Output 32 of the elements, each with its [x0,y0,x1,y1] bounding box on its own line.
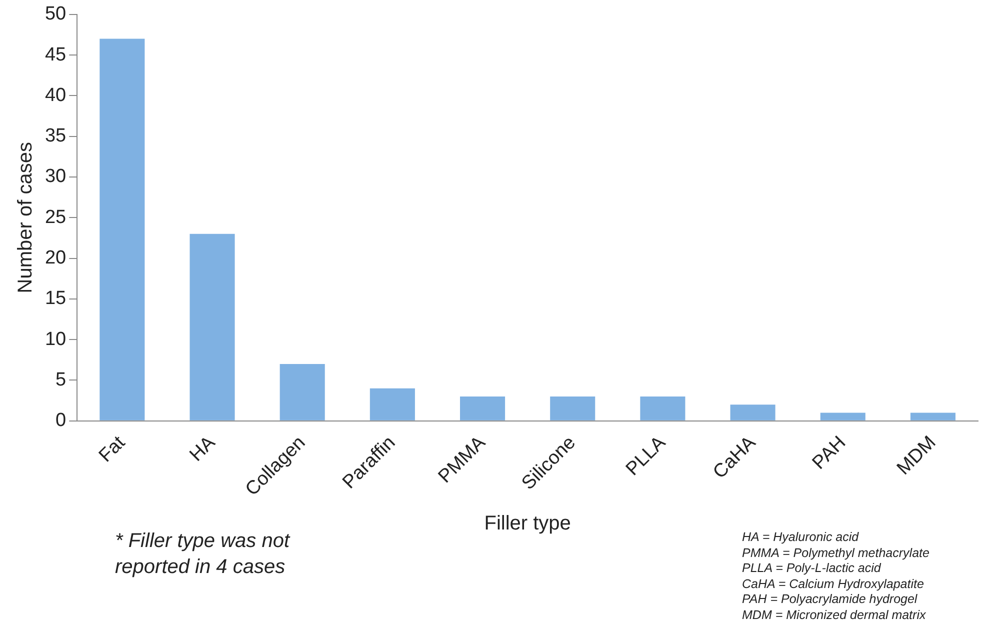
text: CaHA = Calcium Hydroxylapatite [742,576,925,592]
x-tick-label: Fat [95,432,130,467]
bar [460,396,506,420]
bar [910,412,956,420]
y-tick-label: 5 [56,369,66,390]
bar [280,364,325,420]
x-tick-label: HA [186,432,220,466]
text: PAH = Polyacrylamide hydrogel [742,592,918,608]
y-axis-title: Number of cases [14,142,37,294]
text: HA = Hyaluronic acid [742,530,860,546]
text: PMMA = Polymethyl methacrylate [742,546,930,561]
y-tick-label: 0 [56,410,66,432]
bar [100,38,145,420]
text: MDM = Micronized dermal matrix [742,608,927,622]
bar [190,234,235,420]
text: PLLA = Poly-L-lactic acid [742,561,882,576]
y-tick-label: 35 [44,126,66,147]
y-tick-label: 10 [44,328,66,350]
bar [820,412,866,420]
y-tick-label: 15 [44,288,66,310]
x-axis-title: Filler type [484,512,571,535]
bar [640,396,686,420]
y-tick-label: 40 [44,84,66,106]
y-tick-label: 25 [44,206,66,228]
y-tick-label: 30 [44,166,66,188]
y-tick-label: 50 [44,4,66,25]
bar [370,388,415,420]
text: * Filler type was not reported in 4 cases [115,529,292,580]
bar [550,396,596,420]
y-tick-label: 45 [44,44,66,66]
y-tick-label: 20 [44,248,66,268]
bar [730,404,776,420]
